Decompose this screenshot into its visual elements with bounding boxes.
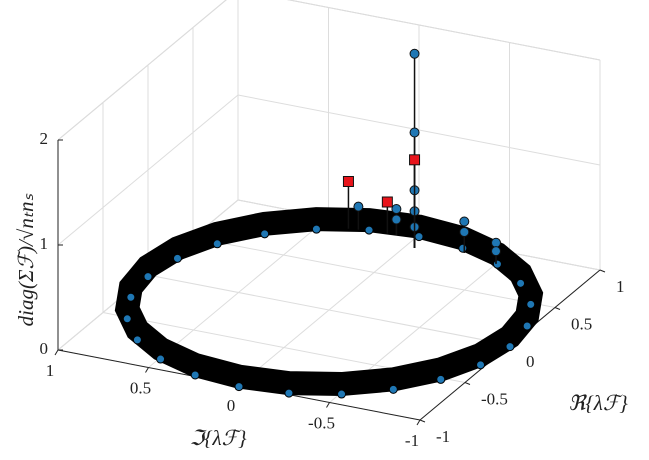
- z-tick-label: 2: [40, 129, 49, 148]
- ring-point: [126, 292, 136, 302]
- y-tick: [554, 307, 561, 310]
- x-tick: [416, 419, 421, 426]
- ring-point: [364, 225, 374, 235]
- z-tick-label: 0: [40, 339, 49, 358]
- ring-point: [476, 360, 486, 370]
- ring-point: [212, 239, 222, 249]
- point: [409, 154, 421, 166]
- ring-point: [505, 342, 515, 352]
- point: [353, 201, 364, 212]
- x-axis-title: ℑ{λℱ}: [189, 426, 247, 450]
- ring-point: [260, 229, 270, 239]
- z-tick-label: 1: [40, 234, 49, 253]
- ring-point: [516, 278, 526, 288]
- ring-point: [492, 259, 502, 269]
- x-tick-label: -0.5: [308, 413, 335, 432]
- point: [491, 246, 501, 257]
- y-tick-label: 0: [526, 352, 535, 371]
- x-tick: [54, 349, 59, 356]
- grid-line: [287, 0, 601, 61]
- ring-point: [234, 382, 244, 392]
- point: [391, 204, 402, 214]
- x-tick: [145, 367, 149, 373]
- y-tick: [464, 382, 471, 385]
- y-tick-label: -1: [436, 427, 450, 446]
- y-tick-label: -0.5: [481, 389, 508, 408]
- ring-point: [132, 335, 142, 345]
- y-tick-label: 0.5: [571, 314, 592, 333]
- x-tick-label: -1: [405, 431, 419, 450]
- ring-point: [172, 253, 182, 263]
- ring-point: [284, 388, 294, 398]
- ring-point: [337, 389, 347, 399]
- grid-line: [192, 237, 556, 308]
- ring-point: [190, 370, 200, 380]
- grid-line: [57, 94, 239, 246]
- ring-point: [143, 272, 153, 282]
- point: [459, 227, 470, 237]
- grid-line: [57, 0, 227, 141]
- grid-line: [237, 94, 601, 166]
- point: [391, 214, 402, 225]
- ring-point: [522, 321, 532, 331]
- y-tick: [599, 269, 606, 273]
- ring-point: [388, 384, 398, 394]
- point: [409, 127, 420, 138]
- ring-point: [311, 224, 321, 234]
- ring-line: [114, 207, 544, 397]
- ring-point: [414, 232, 424, 242]
- point: [409, 48, 420, 59]
- y-axis-title: ℜ{λℱ}: [568, 391, 628, 415]
- x-tick-label: 0.5: [130, 378, 151, 397]
- point: [381, 196, 393, 208]
- y-tick-label: 1: [616, 277, 625, 296]
- y-tick: [419, 419, 426, 423]
- z-axis-title: diag(Σℱ)/√nₜnₛ: [14, 193, 38, 326]
- point: [491, 237, 501, 248]
- point: [342, 176, 354, 187]
- ring-point: [436, 374, 446, 384]
- x-tick-label: 0: [227, 396, 236, 415]
- ring-point: [122, 314, 132, 324]
- grid-line: [147, 274, 511, 346]
- x-tick: [326, 402, 330, 408]
- ring-point: [526, 299, 536, 309]
- point: [459, 216, 470, 227]
- ring-point: [458, 243, 468, 253]
- x-tick-label: 1: [46, 361, 55, 380]
- ring-point: [156, 354, 166, 364]
